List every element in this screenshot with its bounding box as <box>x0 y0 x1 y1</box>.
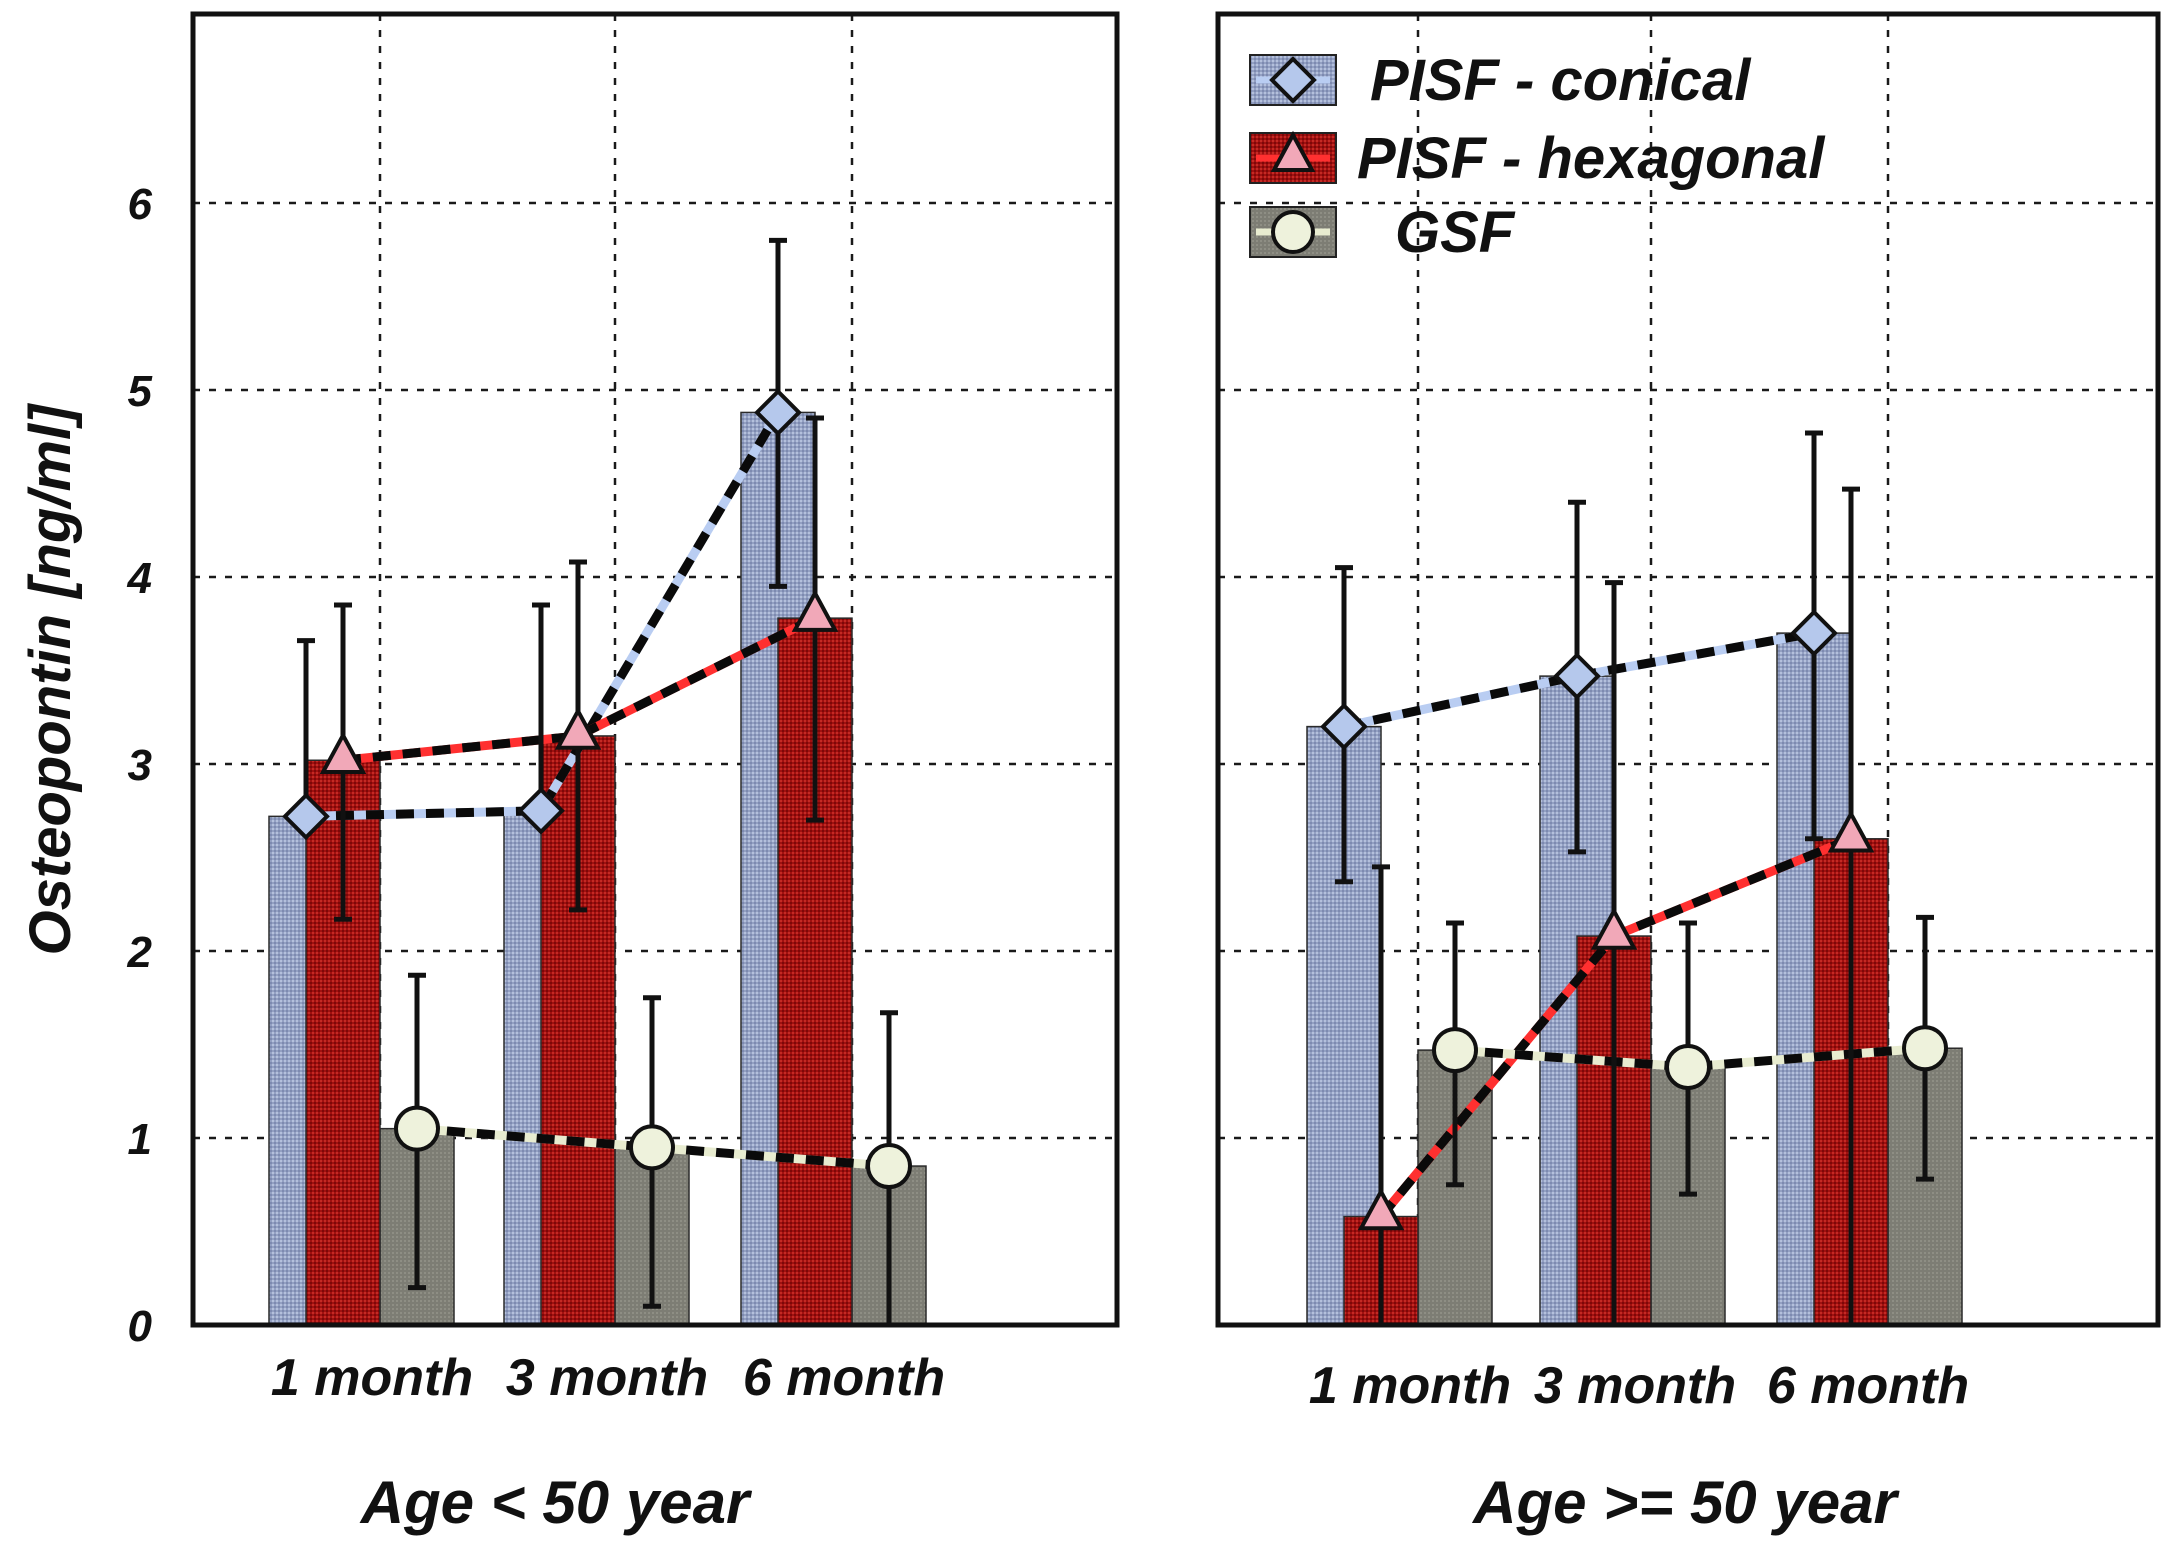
x-tick-label: 1 month <box>1309 1357 1511 1415</box>
triangle-marker <box>791 588 839 632</box>
x-tick-label: 3 month <box>1534 1357 1736 1415</box>
x-tick-label: 1 month <box>271 1349 473 1407</box>
y-tick-label: 1 <box>128 1115 152 1164</box>
y-tick-label: 2 <box>127 928 153 977</box>
x-tick-label: 6 month <box>743 1349 945 1407</box>
diamond-marker <box>517 786 565 835</box>
circle-marker <box>629 1124 675 1171</box>
legend-label: PISF - conical <box>1370 48 1752 113</box>
triangle-marker <box>319 731 367 775</box>
triangle-marker <box>554 706 602 750</box>
conical-line-dash <box>1343 628 1815 731</box>
conical-line-dash <box>305 410 782 821</box>
triangle-marker <box>1590 906 1638 950</box>
y-tick-label: 3 <box>128 741 152 790</box>
triangle-marker <box>1357 1187 1405 1231</box>
group-label: Age >= 50 year <box>1471 1469 1900 1536</box>
circle-marker <box>1902 1025 1948 1072</box>
legend-label: PISF - hexagonal <box>1357 126 1826 191</box>
diamond-marker <box>1553 652 1601 700</box>
group-label: Age < 50 year <box>359 1469 753 1536</box>
circle-marker <box>866 1143 912 1190</box>
x-tick-label: 3 month <box>506 1349 708 1407</box>
y-tick-label: 6 <box>128 180 153 229</box>
diamond-icon <box>1269 56 1317 104</box>
diamond-marker <box>1790 609 1838 657</box>
y-axis-title: Osteopontin [ng/ml] <box>18 403 83 956</box>
circle-icon <box>1271 210 1315 254</box>
gsf-line-dash <box>416 1124 890 1171</box>
panel-frame <box>1215 11 2161 1328</box>
diamond-marker <box>282 792 330 841</box>
legend-label: GSF <box>1395 200 1516 265</box>
y-tick-label: 0 <box>128 1302 153 1351</box>
triangle-marker <box>1827 809 1875 853</box>
diamond-marker <box>754 388 802 437</box>
circle-marker <box>394 1105 440 1152</box>
diamond-marker <box>1320 702 1368 751</box>
y-tick-label: 5 <box>128 367 153 416</box>
triangle-icon <box>1270 130 1316 172</box>
panel-frame <box>190 11 1120 1328</box>
gsf-line-dash <box>1454 1043 1926 1072</box>
circle-marker <box>1665 1043 1711 1090</box>
y-tick-label: 4 <box>127 554 152 603</box>
x-tick-label: 6 month <box>1767 1357 1969 1415</box>
circle-marker <box>1432 1027 1478 1074</box>
